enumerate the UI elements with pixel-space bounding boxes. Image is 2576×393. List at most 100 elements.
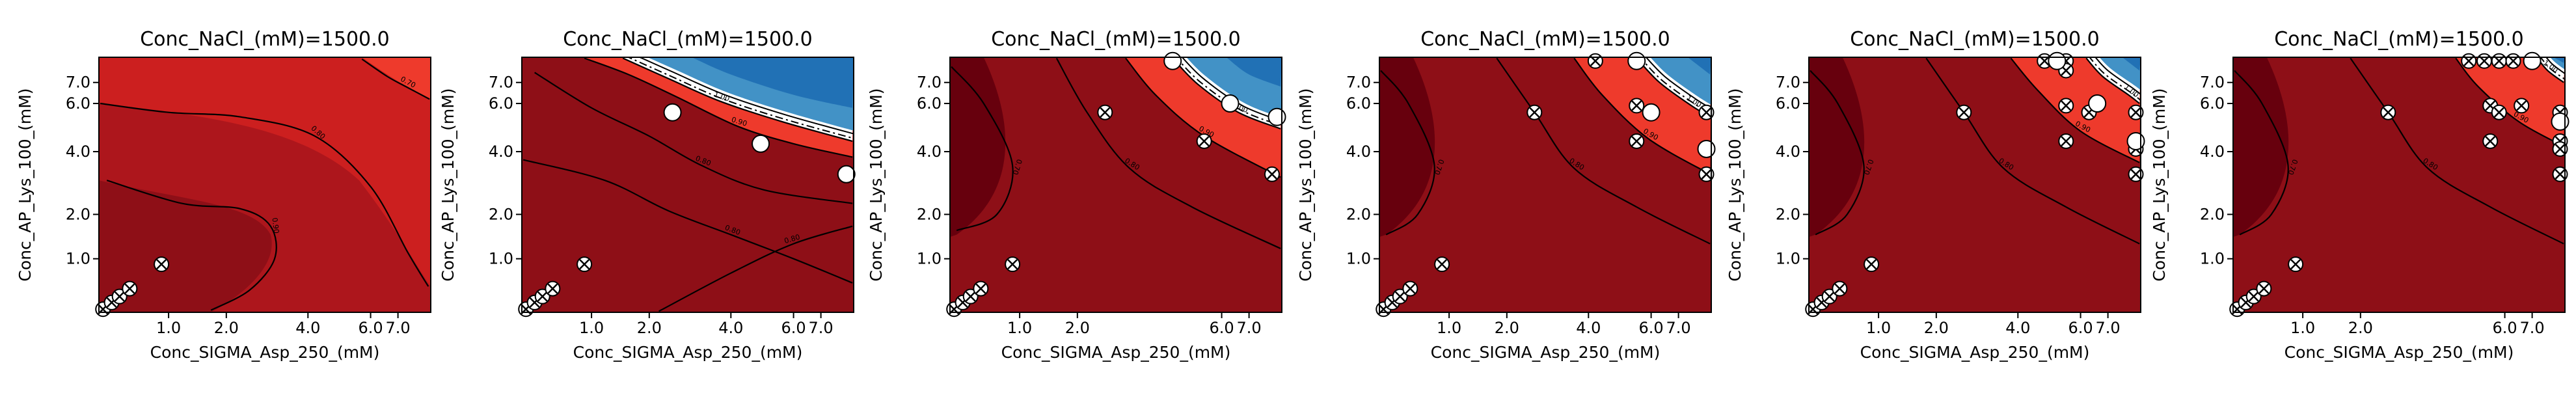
fill-region	[2093, 57, 2141, 90]
x-tick-label: 7.0	[1237, 319, 1262, 337]
y-tick-label: 1.0	[66, 250, 90, 268]
x-marker	[1864, 256, 1880, 273]
y-axis-label: Conc_AP_Lys_100_(mM)	[867, 88, 886, 281]
x-marker-cross	[2130, 169, 2141, 180]
x-marker	[1698, 166, 1715, 182]
y-tick-label: 6.0	[66, 94, 90, 113]
x-marker-cross	[156, 259, 167, 270]
contour-line	[1810, 70, 1865, 236]
contour-line	[2010, 57, 2140, 163]
x-tick-label: 6.0	[358, 319, 383, 337]
x-marker	[2505, 53, 2521, 69]
x-marker	[2552, 166, 2568, 182]
x-marker	[2128, 104, 2144, 120]
plot-area: 0.70 0.800.901.00	[950, 57, 1282, 312]
o-marker	[1221, 94, 1240, 113]
x-marker-cross	[2485, 136, 2496, 146]
chart-title: Conc_NaCl_(mM)=1500.0	[2274, 28, 2524, 51]
y-tick-label: 2.0	[1346, 205, 1371, 223]
y-tick-label: 7.0	[66, 74, 90, 92]
x-marker	[2491, 104, 2507, 120]
axes-frame	[1808, 57, 2141, 313]
x-axis-label: Conc_SIGMA_Asp_250_(mM)	[1431, 343, 1661, 362]
chart-title: Conc_NaCl_(mM)=1500.0	[991, 28, 1241, 51]
x-marker	[1434, 256, 1450, 273]
o-marker	[1627, 51, 1646, 70]
x-marker-cross	[1959, 107, 1970, 118]
x-marker	[1629, 133, 1645, 149]
x-marker-cross	[1631, 136, 1642, 146]
x-marker-cross	[1824, 291, 1835, 302]
x-tick-label: 4.0	[1576, 319, 1601, 337]
y-tick-label: 2.0	[1776, 205, 1800, 223]
x-marker	[2288, 256, 2304, 273]
x-marker-cross	[1199, 136, 1210, 146]
x-marker	[2482, 133, 2499, 149]
x-marker-cross	[1701, 107, 1712, 118]
x-marker	[2380, 104, 2396, 120]
x-marker-cross	[1437, 259, 1447, 270]
y-tick-label: 4.0	[489, 142, 513, 161]
panel-4: 0.70 0.800.901.001.0 2.0 4.0 6.0 7.01.02.04.0…	[1296, 28, 1716, 362]
x-marker-cross	[2290, 259, 2301, 270]
o-marker	[2088, 94, 2107, 113]
contour-line	[1125, 57, 1281, 178]
y-tick-label: 7.0	[1776, 74, 1800, 92]
contour-label: 0.90	[270, 217, 280, 234]
contour-line	[534, 72, 853, 204]
x-marker-cross	[1834, 283, 1845, 294]
x-tick-label: 4.0	[2005, 319, 2030, 337]
x-tick-label: 4.0	[295, 319, 320, 337]
contour-line	[2234, 70, 2289, 236]
x-marker-cross	[2248, 291, 2259, 302]
x-marker-cross	[579, 259, 590, 270]
y-tick-label: 6.0	[1346, 94, 1371, 113]
contour-line	[361, 58, 430, 100]
y-axis-label: Conc_AP_Lys_100_(mM)	[1296, 88, 1315, 281]
x-marker	[534, 288, 550, 305]
o-marker	[2126, 131, 2145, 150]
y-tick-label: 6.0	[2200, 94, 2225, 113]
x-marker	[1821, 288, 1837, 305]
contour-line	[584, 57, 853, 158]
x-tick-label: 2.0	[637, 319, 662, 337]
y-tick-label: 2.0	[2200, 205, 2225, 223]
fill-region	[2555, 57, 2565, 63]
x-marker	[1392, 288, 1408, 305]
x-marker-cross	[1701, 169, 1712, 180]
x-marker-cross	[975, 283, 986, 294]
fill-region	[2011, 57, 2141, 163]
x-marker-cross	[1007, 259, 1018, 270]
y-tick-label: 4.0	[1776, 142, 1800, 161]
fill-region	[362, 57, 431, 100]
contour-line	[1380, 70, 1435, 236]
x-marker-cross	[2493, 55, 2504, 66]
y-tick-label: 4.0	[917, 142, 942, 161]
x-marker	[1832, 280, 1848, 297]
x-marker-cross	[2258, 283, 2270, 294]
x-tick-label: 6.0	[1209, 319, 1234, 337]
o-marker	[663, 103, 682, 122]
y-tick-label: 7.0	[489, 74, 513, 92]
x-marker	[2552, 141, 2568, 157]
fill-region	[693, 57, 854, 108]
axes-frame	[1379, 57, 1712, 313]
fill-region	[1379, 57, 1435, 237]
x-marker	[2476, 53, 2493, 69]
x-marker	[2461, 53, 2477, 69]
x-marker-cross	[2463, 55, 2474, 66]
x-marker	[122, 280, 138, 297]
x-marker	[2128, 166, 2144, 182]
x-marker-cross	[2061, 136, 2072, 146]
fill-region	[99, 180, 272, 312]
fill-region	[2123, 57, 2141, 71]
o-marker	[1642, 103, 1661, 122]
y-tick-label: 1.0	[2200, 250, 2225, 268]
y-tick-label: 7.0	[1346, 74, 1371, 92]
contour-line	[951, 66, 1014, 232]
y-tick-label: 1.0	[1346, 250, 1371, 268]
contour-line	[1175, 57, 1282, 127]
x-marker	[962, 288, 979, 305]
panel-6: 0.70 0.800.901.001.0 2.0 6.0 7.01.02.04.06.0…	[2150, 28, 2569, 362]
fill-region	[2233, 57, 2289, 237]
